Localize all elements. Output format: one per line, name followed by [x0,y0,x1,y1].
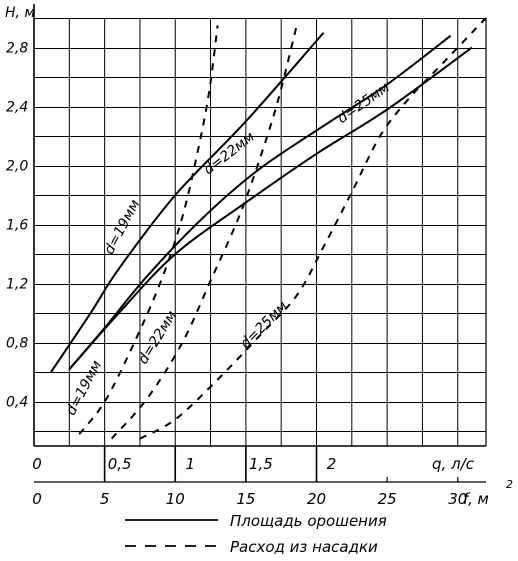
flow-curve-22mm [110,25,298,440]
y-tick-label: 1,6 [6,218,28,234]
area-curve-19mm [50,32,325,373]
area-curve-25mm [68,46,473,370]
axes: 0,4 0,8 1,2 1,6 2,0 2,4 2,8 H, м 0 0,5 1 1,5 2 q, л/с… [5,4,513,508]
f-tick-label: 30 [448,490,467,508]
legend-label: Расход из насадки [230,538,378,556]
f-tick-label: 10 [166,490,185,508]
curves [50,17,487,440]
y-tick-label: 2,4 [6,100,28,116]
y-tick-label: 0,4 [6,395,28,411]
y-tick-label: 0,8 [6,336,28,352]
f-tick-label: 15 [236,490,255,508]
legend: Площадь орошения Расход из насадки [125,512,387,556]
f-tick-label: 25 [378,490,397,508]
q-axis-label: q, л/с [432,455,475,473]
f-axis-label-exponent: 2 [506,478,513,491]
q-tick-label: 0 [32,455,42,473]
f-tick-label: 5 [100,490,110,508]
y-tick-label: 1,2 [6,277,28,293]
y-tick-label: 2,8 [6,41,28,57]
y-tick-label: 2,0 [6,159,28,175]
flow-curve-19mm [78,25,219,435]
area-curve-22mm [68,34,452,370]
f-tick-label: 20 [307,490,326,508]
f-tick-label: 0 [32,490,42,508]
q-tick-label: 1 [185,455,195,473]
q-tick-label: 1,5 [249,455,273,473]
q-tick-label: 0,5 [108,455,132,473]
curve-label: d=25мм [335,79,393,127]
grid [34,18,486,446]
q-tick-label: 2 [327,455,337,473]
legend-label: Площадь орошения [230,512,387,530]
f-axis-label: f, м [463,490,489,508]
curve-label: d=19мм [101,197,143,257]
y-axis-label: H, м [5,5,35,21]
flow-curve-25mm [139,17,487,440]
